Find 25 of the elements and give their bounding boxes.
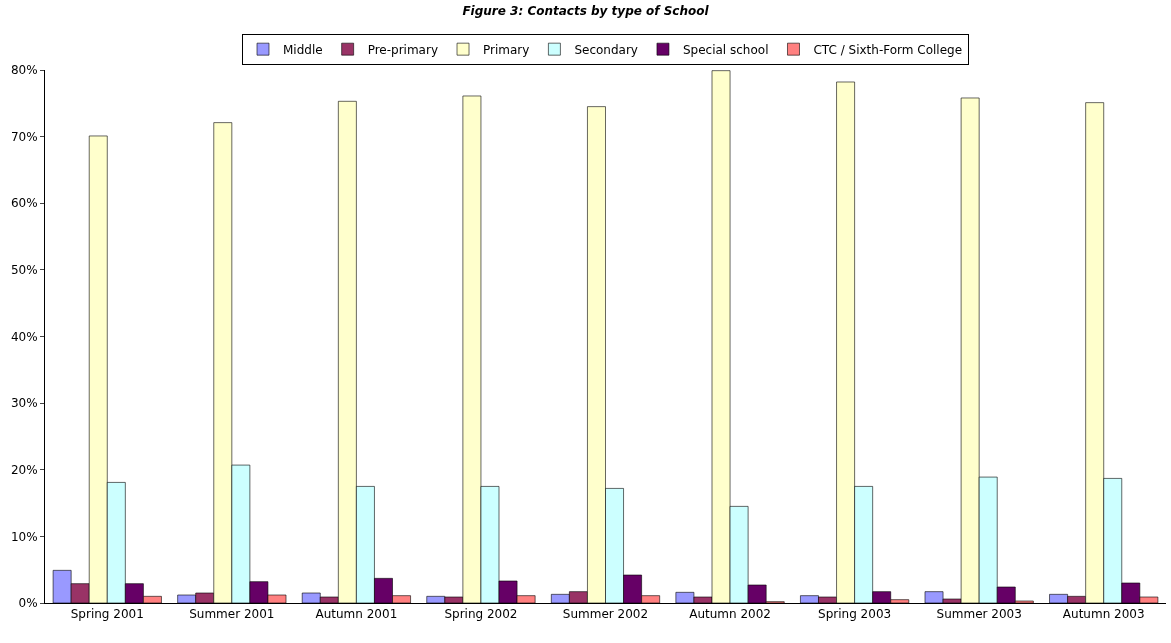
y-tick-label: 40% xyxy=(10,329,38,344)
legend-label: Pre-primary xyxy=(367,42,439,57)
y-tick-label: 70% xyxy=(10,129,38,144)
legend-label: Special school xyxy=(682,42,769,57)
chart-title: Figure 3: Contacts by type of School xyxy=(462,3,710,18)
x-tick-label: Summer 2003 xyxy=(936,607,1022,622)
y-tick-label: 0% xyxy=(18,596,38,611)
x-tick-label: Spring 2002 xyxy=(444,607,518,622)
y-tick-label: 80% xyxy=(10,63,38,78)
x-tick-label: Summer 2002 xyxy=(562,607,649,622)
y-tick-label: 50% xyxy=(10,263,38,278)
legend-label: Secondary xyxy=(574,42,638,57)
legend-label: CTC / Sixth-Form College xyxy=(813,42,963,57)
x-tick-label: Summer 2001 xyxy=(189,607,275,622)
legend-label: Primary xyxy=(483,42,530,57)
x-tick-label: Autumn 2001 xyxy=(315,607,398,622)
y-tick-label: 60% xyxy=(10,196,38,211)
x-tick-label: Spring 2001 xyxy=(70,607,144,622)
y-tick-label: 10% xyxy=(10,529,38,544)
x-tick-label: Spring 2003 xyxy=(818,607,892,622)
x-tick-label: Autumn 2003 xyxy=(1062,607,1145,622)
y-tick-label: 30% xyxy=(10,396,38,411)
legend-label: Middle xyxy=(283,42,323,57)
y-tick-label: 20% xyxy=(10,462,38,477)
x-tick-label: Autumn 2002 xyxy=(689,607,771,622)
